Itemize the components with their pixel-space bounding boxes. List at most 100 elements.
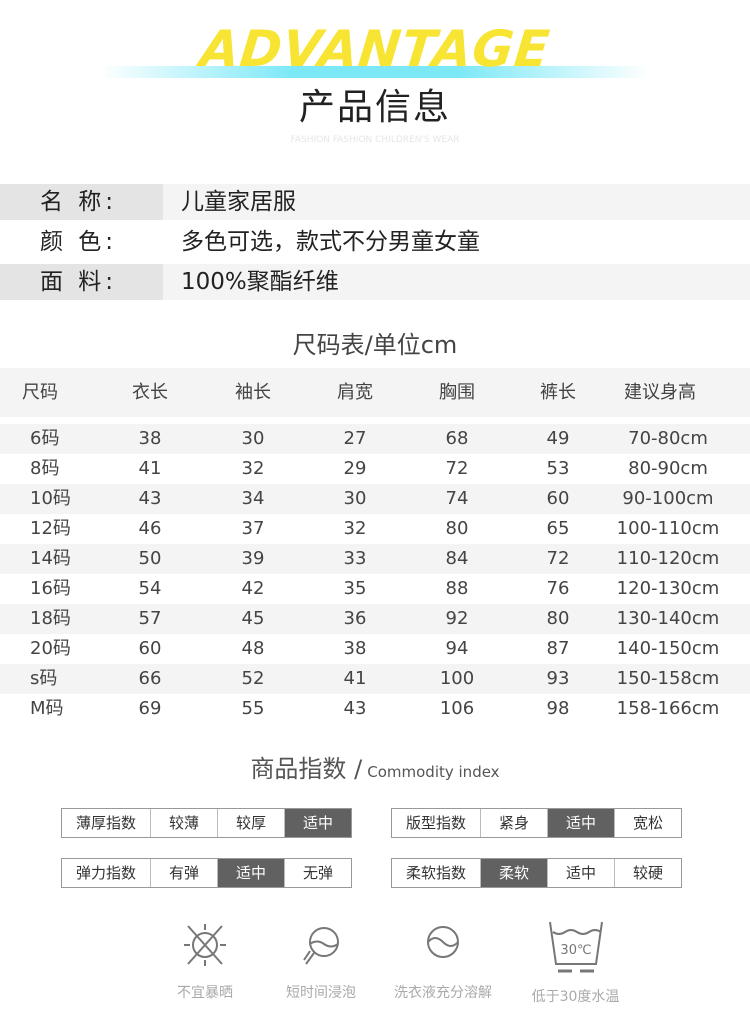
page-title: 产品信息 <box>298 87 451 128</box>
size-table-title: 尺码表/单位cm <box>292 331 458 359</box>
table-cell: 92 <box>445 608 469 629</box>
care-label: 不宜暴晒 <box>177 985 233 1001</box>
scale-option: 有弹 <box>150 859 217 887</box>
table-cell: 72 <box>445 458 469 479</box>
table-cell: 46 <box>138 518 162 539</box>
table-cell: 88 <box>445 578 469 599</box>
table-cell: 14码 <box>30 548 71 569</box>
scale-name: 弹力指数 <box>75 864 136 882</box>
care-item: 洗衣液充分溶解 <box>388 920 498 1002</box>
short-soak-icon <box>303 927 339 965</box>
scale-option: 适中 <box>284 809 351 837</box>
table-cell: 55 <box>241 698 265 719</box>
scale-option: 适中 <box>217 859 284 887</box>
table-cell: s码 <box>30 668 58 689</box>
table-cell: 80 <box>546 608 570 629</box>
scale-option: 较薄 <box>150 809 217 837</box>
scale-option: 柔软 <box>480 859 547 887</box>
wash-temp-text: 30℃ <box>560 943 591 958</box>
table-cell: 57 <box>138 608 162 629</box>
column-header: 建议身高 <box>624 382 696 403</box>
scale-name: 柔软指数 <box>405 864 466 882</box>
index-scale: 弹力指数 有弹 适中 无弹 <box>61 858 352 888</box>
table-cell: 54 <box>138 578 162 599</box>
no-sun-icon <box>184 924 226 966</box>
table-cell: 42 <box>241 578 265 599</box>
table-row: M码 69 55 43 106 98 158-166cm <box>0 694 750 724</box>
column-header: 袖长 <box>235 382 271 403</box>
table-cell: 80 <box>445 518 469 539</box>
table-cell: 41 <box>138 458 162 479</box>
table-row: 14码 50 39 33 84 72 110-120cm <box>0 544 750 574</box>
info-label: 名 称: <box>0 184 163 220</box>
table-cell: 30 <box>241 428 265 449</box>
table-cell: 120-130cm <box>616 578 720 599</box>
table-cell: 20码 <box>30 638 71 659</box>
table-cell: 100-110cm <box>616 518 720 539</box>
table-cell: 70-80cm <box>628 428 708 449</box>
table-row: 6码 38 30 27 68 49 70-80cm <box>0 424 750 454</box>
column-header: 肩宽 <box>337 382 373 403</box>
info-value: 多色可选，款式不分男童女童 <box>181 229 480 255</box>
table-cell: 60 <box>546 488 570 509</box>
table-cell: 140-150cm <box>616 638 720 659</box>
size-table-header: 尺码 衣长 袖长 肩宽 胸围 裤长 建议身高 <box>0 368 750 417</box>
table-cell: 18码 <box>30 608 71 629</box>
table-row: 18码 57 45 36 92 80 130-140cm <box>0 604 750 634</box>
commodity-title-zh: 商品指数 / <box>250 755 363 783</box>
scale-option: 适中 <box>547 809 614 837</box>
scale-name: 版型指数 <box>405 814 466 832</box>
scale-option: 宽松 <box>614 809 681 837</box>
table-row: 10码 43 34 30 74 60 90-100cm <box>0 484 750 514</box>
table-cell: 98 <box>546 698 570 719</box>
care-label: 低于30度水温 <box>531 989 620 1005</box>
table-cell: 65 <box>546 518 570 539</box>
table-cell: 52 <box>241 668 265 689</box>
commodity-index-title: 商品指数 / Commodity index <box>0 752 750 786</box>
table-cell: 12码 <box>30 518 71 539</box>
table-cell: 87 <box>546 638 570 659</box>
scale-option: 适中 <box>547 859 614 887</box>
table-cell: 50 <box>138 548 162 569</box>
table-cell: 74 <box>445 488 469 509</box>
table-cell: 68 <box>445 428 469 449</box>
table-row: 8码 41 32 29 72 53 80-90cm <box>0 454 750 484</box>
info-row-name: 名 称: 儿童家居服 <box>0 184 750 220</box>
table-cell: 110-120cm <box>616 548 720 569</box>
table-cell: 150-158cm <box>616 668 720 689</box>
info-row-color: 颜 色: 多色可选，款式不分男童女童 <box>0 224 750 260</box>
table-cell: 6码 <box>30 428 60 449</box>
column-header: 衣长 <box>132 382 168 403</box>
column-header: 胸围 <box>439 382 475 403</box>
table-cell: 76 <box>546 578 570 599</box>
table-cell: 36 <box>343 608 367 629</box>
table-cell: 94 <box>445 638 469 659</box>
info-label: 颜 色: <box>40 229 118 255</box>
index-scale: 柔软指数 柔软 适中 较硬 <box>391 858 682 888</box>
table-cell: 93 <box>546 668 570 689</box>
care-item: 不宜暴晒 <box>150 920 260 1002</box>
table-cell: 84 <box>445 548 469 569</box>
scale-option: 紧身 <box>480 809 547 837</box>
table-cell: 158-166cm <box>616 698 720 719</box>
table-cell: 60 <box>138 638 162 659</box>
table-cell: 32 <box>241 458 265 479</box>
table-cell: 33 <box>343 548 367 569</box>
table-cell: 10码 <box>30 488 71 509</box>
wash-30-icon: 30℃ <box>548 921 603 973</box>
index-scale: 版型指数 紧身 适中 宽松 <box>391 808 682 838</box>
banner-band <box>100 66 650 78</box>
scale-name: 薄厚指数 <box>75 814 136 832</box>
table-cell: 49 <box>546 428 570 449</box>
column-header: 裤长 <box>540 382 576 403</box>
info-value: 100%聚酯纤维 <box>163 264 750 300</box>
table-cell: 8码 <box>30 458 60 479</box>
table-cell: 48 <box>241 638 265 659</box>
table-cell: 37 <box>241 518 265 539</box>
table-cell: 80-90cm <box>628 458 708 479</box>
commodity-title-en: Commodity index <box>367 763 500 781</box>
table-cell: 32 <box>343 518 367 539</box>
table-cell: 43 <box>138 488 162 509</box>
column-header: 尺码 <box>22 382 58 403</box>
